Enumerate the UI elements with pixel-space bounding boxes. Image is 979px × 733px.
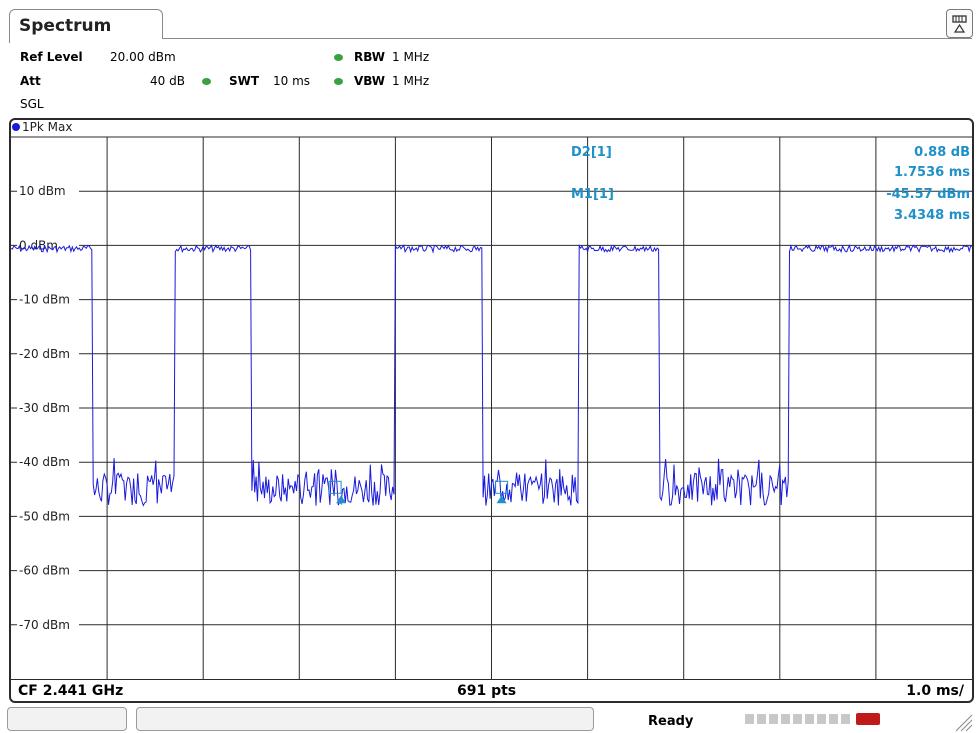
y-tick-label-bg <box>17 345 79 361</box>
trace-line <box>11 244 972 507</box>
sweep-mode: SGL <box>20 97 44 111</box>
center-frequency: CF 2.441 GHz <box>18 683 124 699</box>
rbw-value: 1 MHz <box>392 50 430 64</box>
y-tick-label-bg <box>17 454 79 470</box>
trace-label: 1Pk Max <box>12 120 72 134</box>
marker-d2-label: D2[1] <box>571 145 612 160</box>
plot-frame[interactable] <box>9 118 974 703</box>
status-bar: Ready <box>0 705 979 733</box>
y-tick-label-bg <box>17 400 79 415</box>
marker-m1-level: -45.57 dBm <box>886 187 970 202</box>
marker-m1-label: M1[1] <box>571 187 614 202</box>
spectrum-plot[interactable]: 10 dBm 0 dBm -10 dBm -20 dBm -30 dBm -40 dBm -… <box>11 120 972 679</box>
status-dot-icon <box>202 78 211 85</box>
ref-level-value: 20.00 dBm <box>110 50 176 64</box>
grid <box>11 137 972 679</box>
time-per-division: 1.0 ms/ <box>906 683 964 699</box>
progress-indicator <box>745 714 850 724</box>
rbw-label: RBW <box>354 50 385 64</box>
status-dot-icon <box>334 78 343 85</box>
att-label: Att <box>20 74 41 88</box>
y-tick-label-bg <box>17 183 79 199</box>
marker-d2-level: 0.88 dB <box>914 145 970 160</box>
tab-spectrum[interactable]: Spectrum <box>9 9 163 39</box>
swt-value: 10 ms <box>273 74 311 88</box>
y-axis-ticks: 10 dBm 0 dBm -10 dBm -20 dBm -30 dBm -40 dBm -… <box>17 183 79 632</box>
ready-status: Ready <box>648 714 694 729</box>
status-dot-icon <box>334 54 343 61</box>
y-tick-label: -10 dBm <box>19 293 70 307</box>
y-tick-label: -50 dBm <box>19 509 70 523</box>
y-tick-label: -20 dBm <box>19 347 70 361</box>
marker-d2-time: 1.7536 ms <box>894 165 970 180</box>
trace-1pk-max <box>11 244 972 507</box>
marker-m1-time: 3.4348 ms <box>894 208 970 223</box>
y-tick-label: -40 dBm <box>19 455 70 469</box>
y-tick-label-bg <box>17 562 79 578</box>
y-tick-label: 10 dBm <box>19 184 66 198</box>
plot-footer: CF 2.441 GHz 691 pts 1.0 ms/ <box>11 679 972 702</box>
vbw-label: VBW <box>354 74 386 88</box>
tab-divider <box>163 38 972 39</box>
trace-dot-icon <box>12 123 20 131</box>
marker-d2-box <box>495 480 509 494</box>
status-field-1[interactable] <box>7 707 127 731</box>
marker-d2-icon <box>496 495 507 504</box>
tab-divider-left <box>9 38 10 43</box>
vbw-value: 1 MHz <box>392 74 430 88</box>
sweep-points: 691 pts <box>457 683 517 699</box>
marker-m1-box <box>328 480 342 494</box>
y-tick-label-bg <box>17 291 79 307</box>
alert-indicator-icon <box>856 713 880 725</box>
swt-label: SWT <box>229 74 260 88</box>
toolbar-icon[interactable] <box>946 9 973 38</box>
y-tick-label: -70 dBm <box>19 618 70 632</box>
resize-grip-icon[interactable] <box>952 711 974 733</box>
markers <box>328 480 509 504</box>
y-tick-label-bg <box>17 508 79 524</box>
status-field-2[interactable] <box>136 707 594 731</box>
marker-m1-icon <box>336 495 347 504</box>
att-value: 40 dB <box>150 74 185 88</box>
y-tick-label: 0 dBm <box>19 238 58 252</box>
y-tick-label-bg <box>17 616 79 632</box>
y-tick-label: -30 dBm <box>19 401 70 415</box>
y-tick-label: -60 dBm <box>19 564 70 578</box>
ref-level-label: Ref Level <box>20 50 83 64</box>
